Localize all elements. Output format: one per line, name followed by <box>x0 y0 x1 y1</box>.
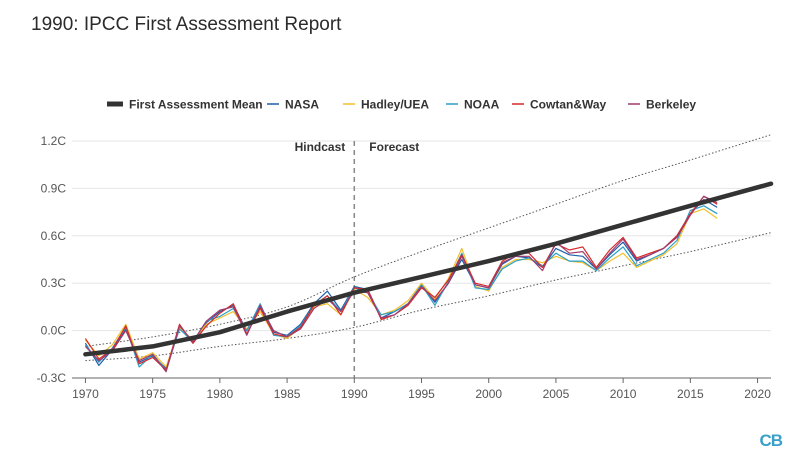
first-assessment-mean-line <box>83 181 774 357</box>
x-tick-label: 1980 <box>207 387 234 401</box>
y-tick-label: -0.3C <box>37 371 67 385</box>
y-tick-label: 1.2C <box>41 134 67 148</box>
x-tick-label: 1970 <box>72 387 99 401</box>
envelope-upper-line <box>85 134 772 347</box>
y-tick-label: 0.9C <box>41 181 67 195</box>
x-tick-label: 1975 <box>139 387 166 401</box>
legend-label: NOAA <box>464 98 500 112</box>
mean-line <box>83 181 774 357</box>
legend-label: First Assessment Mean <box>129 98 263 112</box>
x-tick-label: 2000 <box>475 387 502 401</box>
envelopes <box>85 134 772 362</box>
x-tick-label: 1990 <box>341 387 368 401</box>
page-title: 1990: IPCC First Assessment Report <box>31 14 342 35</box>
x-tick-label: 1985 <box>274 387 301 401</box>
y-tick-label: 0.6C <box>41 229 67 243</box>
x-axis: 1970 1975 1980 1985 1990 1995 2000 2005 2010 2015… <box>72 377 771 401</box>
forecast-label: Forecast <box>369 140 419 154</box>
y-tick-label: 0.0C <box>41 324 67 338</box>
annotations: Hindcast Forecast <box>295 140 420 154</box>
carbon-brief-logo: CB <box>759 431 783 450</box>
hindcast-label: Hindcast <box>295 140 346 154</box>
x-tick-label: 2010 <box>610 387 637 401</box>
legend-label: Hadley/UEA <box>361 98 429 112</box>
series-line-hadley-uea <box>84 208 718 368</box>
series-line-noaa <box>84 205 718 371</box>
x-tick-label: 1995 <box>408 387 435 401</box>
legend: First Assessment Mean NASA Hadley/UEA NOAA C… <box>107 98 696 112</box>
x-tick-label: 2015 <box>677 387 704 401</box>
x-tick-label: 2005 <box>543 387 570 401</box>
envelope-lower-line <box>85 232 772 362</box>
legend-label: Berkeley <box>646 98 696 112</box>
legend-label: NASA <box>285 98 319 112</box>
y-tick-label: 0.3C <box>41 276 67 290</box>
y-axis: -0.3C 0.0C 0.3C 0.6C 0.9C 1.2C <box>37 134 67 385</box>
x-tick-label: 2020 <box>744 387 771 401</box>
legend-label: Cowtan&Way <box>530 98 607 112</box>
